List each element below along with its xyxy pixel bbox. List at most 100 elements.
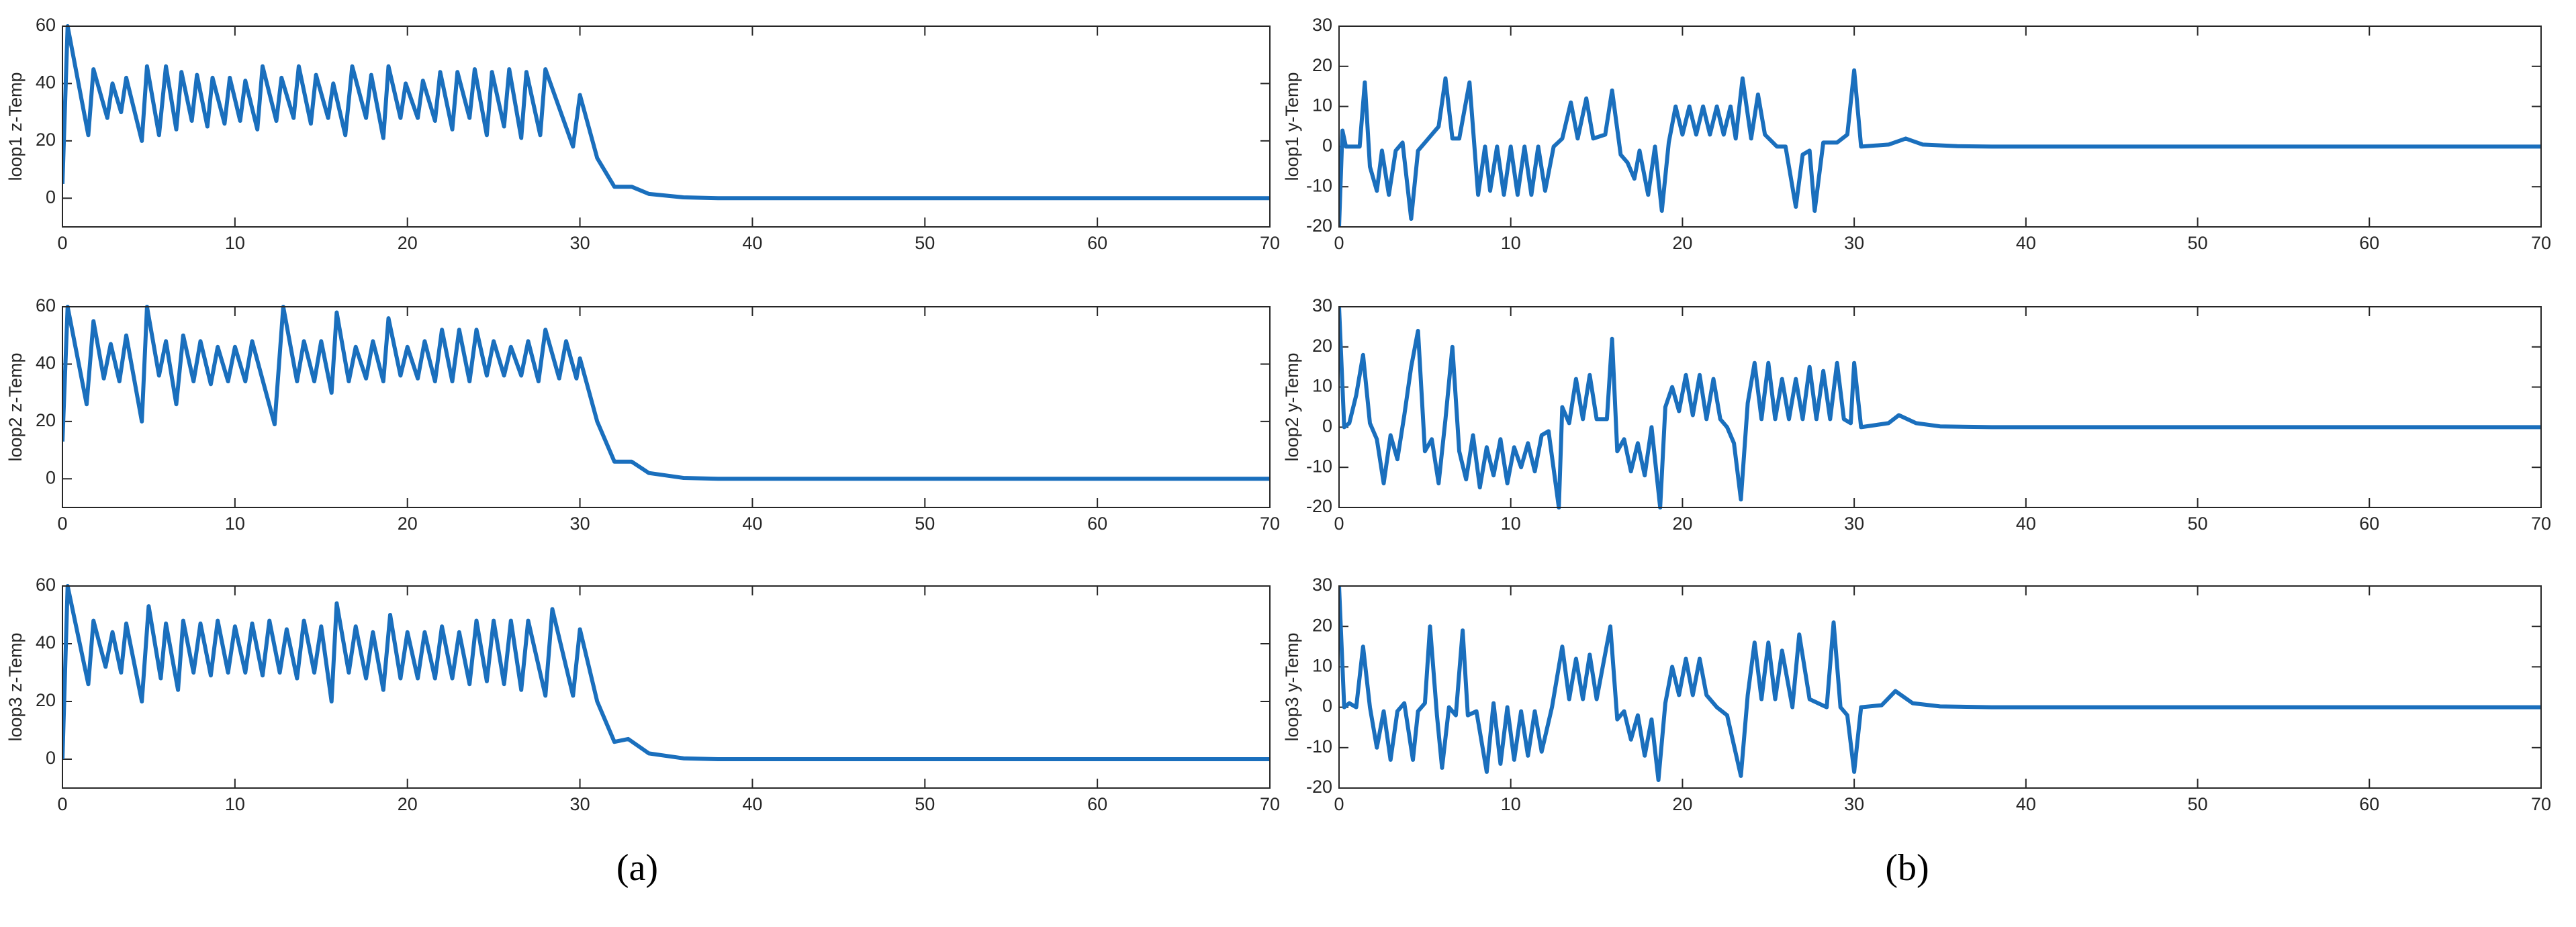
x-tick-label: 0 (57, 233, 67, 253)
y-tick-label: 10 (1312, 656, 1332, 676)
x-tick-label: 0 (57, 514, 67, 534)
plot-area (62, 26, 1270, 227)
caption: (b) (1885, 847, 1929, 889)
x-tick-label: 70 (2531, 794, 2551, 814)
y-axis-label: loop1 z-Temp (5, 72, 26, 181)
x-tick-label: 70 (1260, 794, 1280, 814)
x-tick-label: 50 (915, 514, 935, 534)
axes-box (1338, 585, 2542, 789)
axes-box (1338, 26, 2542, 228)
axes-box (1338, 306, 2542, 508)
y-tick-label: 20 (36, 410, 56, 430)
x-tick-label: 60 (2359, 794, 2379, 814)
data-line (62, 584, 1270, 761)
data-line (1339, 306, 2541, 509)
x-tick-label: 20 (1672, 794, 1692, 814)
x-tick-label: 50 (2188, 233, 2208, 253)
y-tick-label: -10 (1306, 736, 1332, 757)
x-tick-label: 20 (1672, 233, 1692, 253)
x-tick-label: 10 (225, 514, 245, 534)
y-tick-label: 60 (36, 15, 56, 35)
x-tick-label: 0 (57, 794, 67, 814)
x-tick-label: 50 (2188, 794, 2208, 814)
y-tick-label: 20 (36, 690, 56, 710)
subplot: 0 10 20 30 40 50 60 70 -20 -10 0 10 20 30 loop2 y-Temp (1282, 295, 2551, 534)
y-tick-label: -20 (1306, 496, 1332, 516)
data-line (1339, 585, 2541, 782)
caption: (a) (616, 847, 658, 889)
y-tick-label: 30 (1312, 15, 1332, 35)
x-tick-label: 60 (1087, 514, 1107, 534)
y-tick-label: 30 (1312, 295, 1332, 315)
x-tick-label: 20 (398, 233, 418, 253)
plot-area (1339, 26, 2541, 227)
data-line (62, 305, 1270, 481)
y-tick-label: 0 (46, 467, 56, 487)
y-tick-label: 20 (36, 130, 56, 150)
y-tick-label: 40 (36, 632, 56, 652)
x-tick-label: 70 (1260, 514, 1280, 534)
subplot: 0 10 20 30 40 50 60 70 -20 -10 0 10 20 30 loop3 y-Temp (1282, 575, 2551, 814)
y-tick-label: 0 (46, 748, 56, 768)
x-tick-label: 0 (1334, 514, 1344, 534)
x-tick-label: 70 (1260, 233, 1280, 253)
x-tick-label: 50 (915, 794, 935, 814)
y-tick-label: 20 (1312, 615, 1332, 635)
x-tick-label: 30 (570, 514, 590, 534)
y-axis-label: loop2 y-Temp (1282, 352, 1302, 461)
x-tick-label: 70 (2531, 514, 2551, 534)
y-axis-label: loop1 y-Temp (1282, 72, 1302, 181)
y-axis-label: loop3 z-Temp (5, 632, 26, 741)
x-tick-label: 0 (1334, 233, 1344, 253)
x-tick-label: 60 (1087, 794, 1107, 814)
x-tick-label: 20 (398, 514, 418, 534)
subplot: 0 10 20 30 40 50 60 70 0 20 40 60 loop3 z-Temp (5, 575, 1280, 814)
x-tick-label: 30 (1844, 514, 1864, 534)
data-line (62, 24, 1270, 201)
x-tick-label: 40 (742, 794, 762, 814)
y-tick-label: 20 (1312, 55, 1332, 75)
x-tick-label: 10 (225, 794, 245, 814)
y-tick-label: 60 (36, 295, 56, 315)
x-tick-label: 60 (1087, 233, 1107, 253)
y-tick-label: -20 (1306, 215, 1332, 236)
x-tick-label: 10 (1501, 233, 1521, 253)
y-tick-label: 20 (1312, 336, 1332, 356)
x-tick-label: 30 (1844, 233, 1864, 253)
y-tick-label: 0 (1322, 416, 1332, 436)
y-tick-label: 0 (1322, 696, 1332, 716)
y-tick-label: 0 (46, 187, 56, 207)
x-tick-label: 50 (915, 233, 935, 253)
y-tick-label: -20 (1306, 777, 1332, 797)
y-tick-label: 40 (36, 72, 56, 93)
x-tick-label: 0 (1334, 794, 1344, 814)
y-tick-label: 10 (1312, 95, 1332, 115)
y-tick-label: 0 (1322, 136, 1332, 156)
x-tick-label: 40 (2016, 514, 2036, 534)
x-tick-label: 10 (1501, 514, 1521, 534)
y-tick-label: 30 (1312, 575, 1332, 595)
x-tick-label: 50 (2188, 514, 2208, 534)
x-tick-label: 40 (2016, 794, 2036, 814)
axes-box (62, 306, 1271, 508)
x-tick-label: 20 (1672, 514, 1692, 534)
subplot: 0 10 20 30 40 50 60 70 0 20 40 60 loop2 z-Temp (5, 295, 1280, 534)
axes-box (62, 585, 1271, 789)
y-tick-label: 60 (36, 575, 56, 595)
axes-box (62, 26, 1271, 228)
data-line (1339, 68, 2541, 228)
y-tick-label: 10 (1312, 376, 1332, 396)
x-tick-label: 10 (1501, 794, 1521, 814)
x-tick-label: 40 (742, 514, 762, 534)
y-tick-label: -10 (1306, 456, 1332, 476)
x-tick-label: 30 (1844, 794, 1864, 814)
x-tick-label: 30 (570, 233, 590, 253)
x-tick-label: 30 (570, 794, 590, 814)
y-axis-label: loop2 z-Temp (5, 352, 26, 461)
y-tick-label: 40 (36, 353, 56, 373)
x-tick-label: 60 (2359, 514, 2379, 534)
x-tick-label: 70 (2531, 233, 2551, 253)
subplot: 0 10 20 30 40 50 60 70 -20 -10 0 10 20 30 loop1 y-Temp (1282, 15, 2551, 253)
x-tick-label: 40 (742, 233, 762, 253)
